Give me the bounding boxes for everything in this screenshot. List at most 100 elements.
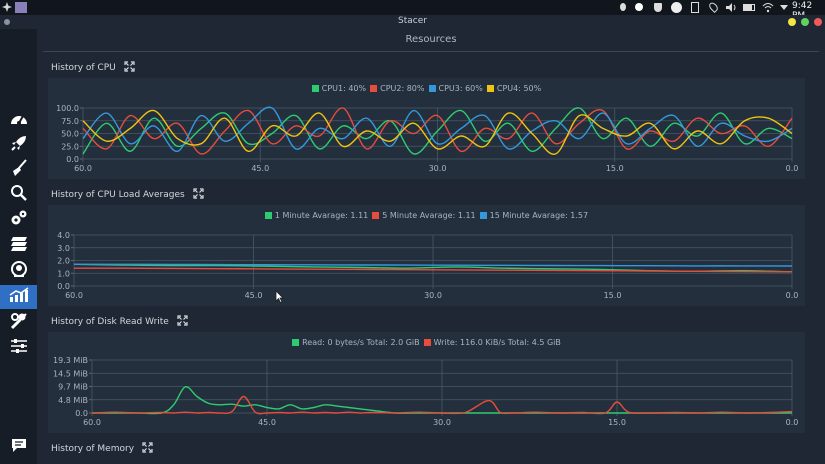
disk-chart-panel: Read: 0 bytes/s Total: 2.0 GiB Write: 116… <box>48 332 805 433</box>
window-title-bar[interactable]: Stacer <box>0 15 825 29</box>
y-tick-label: 4.8 MiB <box>58 396 88 405</box>
legend-item: Write: 116.0 KiB/s Total: 4.5 GiB <box>423 338 561 347</box>
rocket-icon <box>10 134 28 156</box>
window-title: Stacer <box>398 16 427 26</box>
legend-label: 1 Minute Avarage: 1.11 <box>274 211 369 220</box>
cpu-section-title: History of CPU <box>51 61 135 75</box>
x-tick-label: 45.0 <box>258 418 276 427</box>
sidebar-item-cleaner[interactable] <box>0 158 37 182</box>
disk-section-title: History of Disk Read Write <box>51 315 188 329</box>
y-tick-label: 25.0 <box>61 142 79 151</box>
cpu-chart: 100.075.050.025.00.060.0 45.0 30.0 15.0 0.0 <box>56 104 799 173</box>
legend-item: CPU1: 40% <box>311 84 366 93</box>
series-line <box>82 106 793 152</box>
minimize-button[interactable] <box>788 18 796 26</box>
sidebar-item-dashboard[interactable] <box>0 109 37 133</box>
load-legend: 1 Minute Avarage: 1.11 5 Minute Avarage: … <box>48 211 805 221</box>
sidebar-item-startup[interactable] <box>0 133 37 157</box>
cpu-legend: CPU1: 40% CPU2: 80% CPU3: 60% CPU4: 50% <box>48 84 805 94</box>
x-tick-label: 0.0 <box>786 164 799 173</box>
search-icon <box>10 184 28 206</box>
legend-item: Read: 0 bytes/s Total: 2.0 GiB <box>292 338 420 347</box>
sidebar-item-services[interactable] <box>0 208 37 232</box>
y-tick-label: 100.0 <box>56 104 79 113</box>
x-tick-label: 0.0 <box>786 291 799 300</box>
expand-icon[interactable] <box>193 188 204 202</box>
legend-swatch <box>311 85 319 92</box>
resources-page: Resources History of CPU CPU1: 40% CPU2: … <box>37 29 825 464</box>
window-menu-icon[interactable] <box>4 19 10 25</box>
expand-icon[interactable] <box>124 61 135 75</box>
expand-icon[interactable] <box>142 442 153 456</box>
y-tick-label: 0.0 <box>66 155 79 164</box>
legend-swatch <box>428 85 436 92</box>
header-divider <box>43 51 819 52</box>
memory-section-title: History of Memory <box>51 442 153 456</box>
tray-location-icon[interactable] <box>707 0 720 14</box>
close-button[interactable] <box>814 18 822 26</box>
y-tick-label: 9.7 MiB <box>58 383 88 392</box>
y-tick-label: 0.0 <box>75 409 88 418</box>
tray-gauge-icon[interactable] <box>671 2 682 13</box>
sidebar-item-resources[interactable] <box>0 285 37 309</box>
tray-clipboard-icon[interactable] <box>691 2 699 13</box>
y-tick-label: 2.0 <box>57 257 70 266</box>
legend-swatch <box>372 212 380 219</box>
y-tick-label: 3.0 <box>57 244 70 253</box>
x-tick-label: 0.0 <box>786 418 799 427</box>
legend-label: CPU4: 50% <box>496 84 542 93</box>
legend-label: Write: 116.0 KiB/s Total: 4.5 GiB <box>433 338 561 347</box>
tray-shield-icon[interactable] <box>654 3 662 12</box>
y-tick-label: 75.0 <box>61 117 79 126</box>
legend-item: CPU4: 50% <box>486 84 542 93</box>
tray-dropdown-icon[interactable] <box>780 3 788 14</box>
legend-swatch <box>423 339 431 346</box>
tray-volume-icon[interactable] <box>726 2 738 16</box>
sliders-icon <box>10 338 28 358</box>
sidebar-item-processes[interactable] <box>0 233 37 257</box>
feedback-icon <box>11 438 27 457</box>
series-line <box>82 107 793 155</box>
legend-item: 1 Minute Avarage: 1.11 <box>264 211 369 220</box>
legend-label: Read: 0 bytes/s Total: 2.0 GiB <box>302 338 420 347</box>
sidebar-item-feedback[interactable] <box>0 435 37 459</box>
sidebar-item-settings[interactable] <box>0 336 37 360</box>
broom-icon <box>10 159 28 181</box>
legend-item: 15 Minute Avarage: 1.57 <box>479 211 588 220</box>
y-tick-label: 19.3 MiB <box>53 356 88 365</box>
legend-label: CPU3: 60% <box>438 84 483 93</box>
mouse-cursor-icon <box>275 288 284 307</box>
sidebar-item-helpers[interactable] <box>0 311 37 335</box>
x-tick-label: 60.0 <box>65 291 83 300</box>
disk-legend: Read: 0 bytes/s Total: 2.0 GiB Write: 116… <box>48 338 805 348</box>
speedometer-icon <box>10 111 28 131</box>
x-tick-label: 30.0 <box>429 164 447 173</box>
legend-item: 5 Minute Avarage: 1.11 <box>372 211 476 220</box>
sidebar-item-uninstaller[interactable] <box>0 259 37 283</box>
tray-battery-icon[interactable] <box>743 4 755 11</box>
load-chart: 4.03.02.01.00.060.0 45.0 30.0 15.0 0.0 <box>57 231 799 300</box>
x-tick-label: 15.0 <box>604 291 622 300</box>
maximize-button[interactable] <box>801 18 809 26</box>
load-section-title: History of CPU Load Averages <box>51 188 204 202</box>
workspace-icon[interactable] <box>15 2 27 13</box>
expand-icon[interactable] <box>177 315 188 329</box>
system-top-bar: 9:42 PM <box>0 0 825 21</box>
x-tick-label: 60.0 <box>74 164 92 173</box>
load-chart-panel: 1 Minute Avarage: 1.11 5 Minute Avarage: … <box>48 205 805 306</box>
sidebar-item-search[interactable] <box>0 183 37 207</box>
tray-wifi-icon[interactable] <box>762 2 774 16</box>
legend-swatch <box>292 339 300 346</box>
tray-drop-icon[interactable] <box>620 3 626 11</box>
app-menu-icon[interactable] <box>2 2 12 12</box>
x-tick-label: 15.0 <box>606 164 624 173</box>
x-tick-label: 45.0 <box>245 291 263 300</box>
cpu-chart-panel: CPU1: 40% CPU2: 80% CPU3: 60% CPU4: 50% 100… <box>48 78 805 179</box>
x-tick-label: 15.0 <box>608 418 626 427</box>
tray-dot-icon[interactable] <box>635 3 643 11</box>
legend-swatch <box>264 212 272 219</box>
page-header: Resources <box>405 34 457 45</box>
legend-swatch <box>479 212 487 219</box>
series-line <box>73 267 793 273</box>
uninstaller-icon <box>10 260 28 282</box>
